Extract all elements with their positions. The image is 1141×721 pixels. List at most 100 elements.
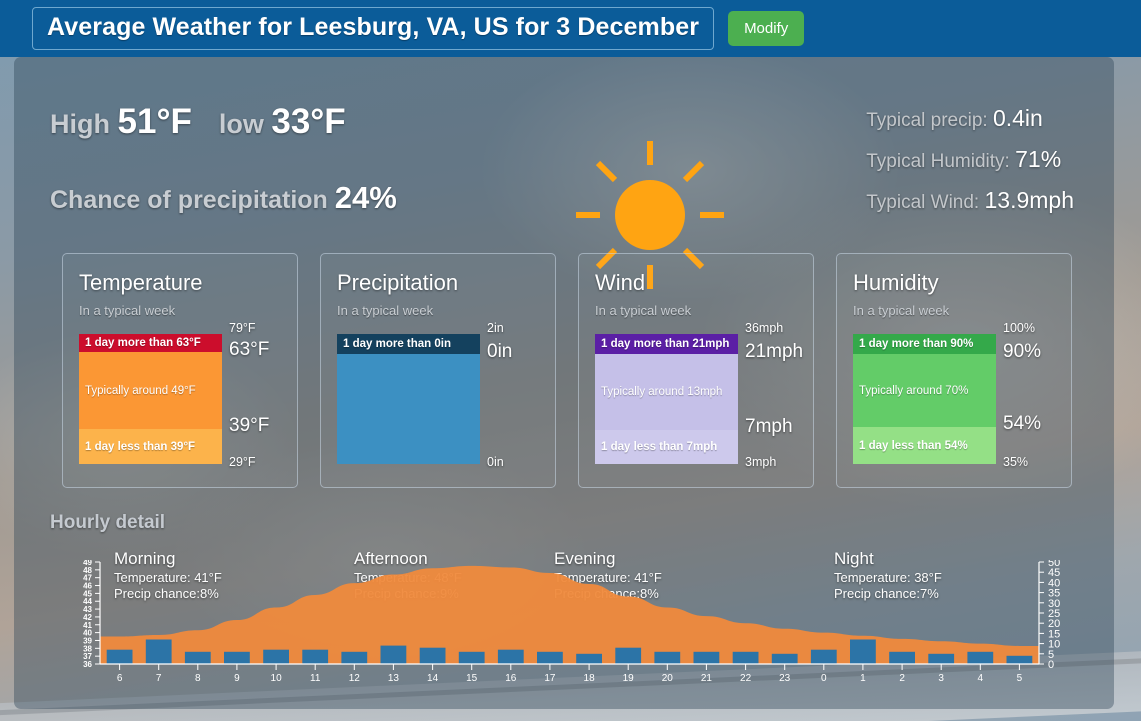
svg-text:16: 16 (505, 673, 517, 684)
svg-text:10: 10 (271, 673, 283, 684)
segment-bottom-label: 1 day less than 54% (859, 439, 968, 452)
period-precip: Precip chance:7% (834, 586, 939, 602)
svg-text:25: 25 (1048, 608, 1060, 620)
svg-text:12: 12 (349, 673, 361, 684)
svg-text:41: 41 (83, 621, 92, 630)
typical-wind-value: 13.9mph (984, 187, 1074, 213)
svg-text:21: 21 (701, 673, 713, 684)
typical-precip-row: Typical precip: 0.4in (866, 105, 1074, 132)
card-bar-precipitation: 1 day more than 0in 2in 0in 0in (337, 321, 512, 469)
svg-text:37: 37 (83, 652, 92, 661)
svg-text:50: 50 (1048, 560, 1060, 569)
svg-text:3: 3 (938, 673, 944, 684)
tick-bottom: 0in (487, 455, 504, 469)
segment-bottom: 1 day less than 7mph (595, 430, 738, 464)
segment-top: 1 day more than 63°F (79, 334, 222, 352)
svg-text:8: 8 (195, 673, 201, 684)
segment-bottom: 1 day less than 54% (853, 427, 996, 464)
hourly-detail-title: Hourly detail (50, 512, 166, 533)
svg-text:42: 42 (83, 613, 92, 622)
segment-mid-label: Typically around 13mph (601, 386, 723, 398)
tick-low: 39°F (229, 415, 270, 436)
svg-text:45: 45 (83, 589, 92, 598)
high-low-row: High 51°F low 33°F (50, 102, 397, 142)
svg-text:39: 39 (83, 636, 92, 645)
card-title-humidity: Humidity (853, 270, 939, 295)
period-name: Afternoon (354, 549, 428, 568)
svg-text:0: 0 (821, 673, 827, 684)
period-name: Evening (554, 549, 616, 568)
high-value: 51°F (117, 102, 192, 141)
card-bar-wind: 1 day more than 21mph Typically around 13… (595, 321, 803, 469)
svg-text:0: 0 (1048, 659, 1054, 671)
precip-chance-label: Chance of precipitation (50, 186, 328, 214)
svg-text:48: 48 (83, 566, 92, 575)
svg-text:1: 1 (860, 673, 866, 684)
card-title-temperature: Temperature (79, 270, 203, 295)
tick-top: 36mph (745, 321, 784, 335)
tick-top: 100% (1003, 321, 1035, 335)
low-value: 33°F (271, 102, 346, 141)
svg-text:40: 40 (83, 629, 92, 638)
period-temperature: Temperature: 41°F (114, 570, 222, 585)
segment-top: 1 day more than 21mph (595, 334, 738, 354)
svg-text:5: 5 (1017, 673, 1023, 684)
svg-text:6: 6 (117, 673, 123, 684)
typical-humidity-label: Typical Humidity: (866, 151, 1010, 172)
svg-text:14: 14 (427, 673, 439, 684)
svg-text:23: 23 (779, 673, 791, 684)
period-temperature: Temperature: 38°F (834, 570, 942, 585)
svg-text:20: 20 (662, 673, 674, 684)
svg-text:17: 17 (544, 673, 556, 684)
period-morning: Morning Temperature: 41°F Precip chance:8% (114, 549, 222, 603)
card-subtitle-wind: In a typical week (595, 303, 692, 318)
segment-top-label: 1 day more than 0in (343, 338, 452, 350)
stat-cards: Temperature In a typical week 1 day more t… (62, 253, 1096, 488)
card-title-precipitation: Precipitation (337, 270, 459, 295)
typical-humidity-row: Typical Humidity: 71% (866, 146, 1074, 173)
segment-mid: Typically around 49°F (79, 352, 222, 429)
svg-text:44: 44 (83, 597, 92, 606)
period-night: Night Temperature: 38°F Precip chance:7% (834, 549, 942, 603)
svg-text:22: 22 (740, 673, 752, 684)
card-title-wind: Wind (595, 270, 646, 295)
segment-mid-label: Typically around 49°F (85, 384, 196, 397)
hourly-chart: 49 48 47 46 45 44 43 42 41 40 39 38 37 36 50 45 40 35 30 25… (62, 557, 1077, 690)
segment-top-label: 1 day more than 90% (859, 338, 974, 350)
typical-wind-row: Typical Wind: 13.9mph (866, 187, 1074, 214)
segment-bottom-label: 1 day less than 7mph (601, 441, 718, 453)
svg-text:4: 4 (978, 673, 984, 684)
summary-right: Typical precip: 0.4in Typical Humidity: … (866, 105, 1074, 228)
modify-button[interactable]: Modify (728, 11, 805, 46)
tick-high: 0in (487, 341, 513, 362)
svg-text:40: 40 (1048, 577, 1060, 589)
tick-high: 90% (1003, 341, 1042, 362)
precip-chance-row: Chance of precipitation 24% (50, 180, 397, 216)
tick-bottom: 29°F (229, 455, 256, 469)
svg-text:20: 20 (1048, 618, 1060, 630)
tick-bottom: 3mph (745, 455, 777, 469)
period-precip: Precip chance:8% (114, 586, 219, 602)
segment-bottom: 1 day less than 39°F (79, 429, 222, 464)
svg-text:15: 15 (466, 673, 478, 684)
segment-mid: Typically around 13mph (595, 354, 738, 430)
precip-chance-value: 24% (334, 180, 397, 215)
svg-text:18: 18 (584, 673, 596, 684)
card-bar-humidity: 1 day more than 90% Typically around 70% 1… (853, 321, 1041, 469)
low-label: low (218, 109, 264, 139)
page-title: Average Weather for Leesburg, VA, US for… (32, 7, 715, 50)
svg-text:46: 46 (83, 582, 92, 591)
svg-text:19: 19 (623, 673, 635, 684)
tick-top: 2in (487, 321, 504, 335)
svg-text:9: 9 (234, 673, 240, 684)
sun-icon (560, 135, 740, 295)
card-bar-temperature: 1 day more than 63°F Typically around 49°… (79, 321, 269, 469)
svg-text:2: 2 (899, 673, 905, 684)
typical-precip-label: Typical precip: (866, 110, 988, 131)
svg-text:10: 10 (1048, 639, 1060, 651)
period-name: Night (834, 549, 874, 568)
svg-text:13: 13 (388, 673, 400, 684)
card-subtitle-temperature: In a typical week (79, 303, 176, 318)
tick-high: 63°F (229, 339, 270, 360)
summary-left: High 51°F low 33°F Chance of precipitati… (50, 102, 397, 216)
